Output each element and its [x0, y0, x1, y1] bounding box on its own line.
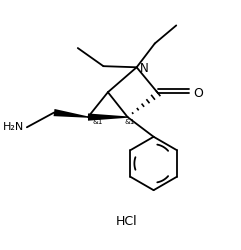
Text: O: O	[193, 87, 203, 100]
Polygon shape	[88, 114, 127, 121]
Text: HCl: HCl	[116, 215, 137, 228]
Text: &1: &1	[92, 119, 102, 125]
Text: &1: &1	[125, 119, 135, 125]
Text: N: N	[140, 62, 149, 75]
Polygon shape	[54, 109, 88, 118]
Text: H₂N: H₂N	[3, 122, 25, 132]
